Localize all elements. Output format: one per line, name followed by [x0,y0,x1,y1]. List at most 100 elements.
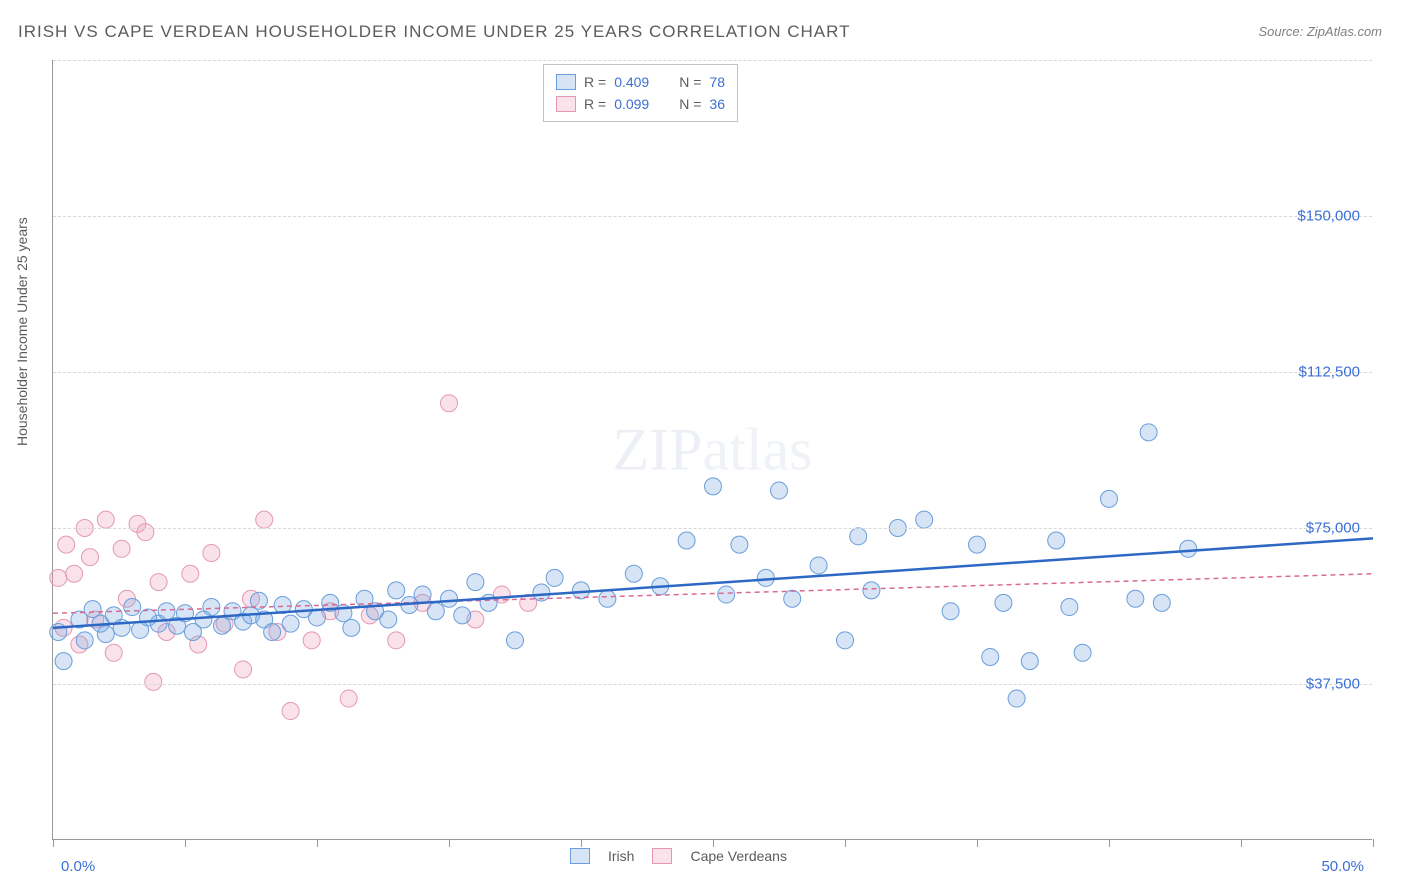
x-tick [449,839,450,847]
data-point [97,626,114,643]
gridline [53,528,1372,529]
x-tick [713,839,714,847]
n-value-irish: 78 [709,71,725,93]
legend-label-cape: Cape Verdeans [690,848,787,864]
data-point [235,661,252,678]
data-point [916,511,933,528]
x-tick [185,839,186,847]
data-point [573,582,590,599]
data-point [1061,599,1078,616]
data-point [343,619,360,636]
data-point [55,653,72,670]
trend-line [53,538,1373,627]
chart-title: IRISH VS CAPE VERDEAN HOUSEHOLDER INCOME… [18,22,851,42]
data-point [1074,644,1091,661]
data-point [546,569,563,586]
data-point [256,511,273,528]
data-point [731,536,748,553]
data-point [1048,532,1065,549]
data-point [863,582,880,599]
n-label: N = [679,93,701,115]
data-point [150,574,167,591]
series-legend: Irish Cape Verdeans [570,848,787,864]
data-point [441,590,458,607]
r-value-cape: 0.099 [614,93,649,115]
data-point [213,617,230,634]
data-point [1021,653,1038,670]
chart-svg [53,60,1372,839]
data-point [784,590,801,607]
data-point [113,540,130,557]
x-tick-label: 50.0% [1321,858,1364,875]
data-point [625,565,642,582]
n-label: N = [679,71,701,93]
legend-label-irish: Irish [608,848,634,864]
data-point [124,599,141,616]
swatch-cape [556,96,576,112]
swatch-irish [570,848,590,864]
data-point [771,482,788,499]
x-tick [53,839,54,847]
x-tick-label: 0.0% [61,858,95,875]
data-point [507,632,524,649]
data-point [388,632,405,649]
x-tick [317,839,318,847]
r-value-irish: 0.409 [614,71,649,93]
data-point [203,544,220,561]
y-tick-label: $150,000 [1297,208,1360,225]
data-point [995,594,1012,611]
data-point [66,565,83,582]
data-point [441,395,458,412]
data-point [203,599,220,616]
data-point [145,673,162,690]
data-point [705,478,722,495]
gridline [53,684,1372,685]
x-tick [1373,839,1374,847]
data-point [380,611,397,628]
data-point [137,524,154,541]
data-point [76,632,93,649]
data-point [810,557,827,574]
data-point [282,615,299,632]
stats-row-irish: R = 0.409 N = 78 [556,71,725,93]
data-point [718,586,735,603]
data-point [81,549,98,566]
data-point [282,703,299,720]
n-value-cape: 36 [709,93,725,115]
source-attribution: Source: ZipAtlas.com [1258,24,1382,39]
data-point [599,590,616,607]
r-label: R = [584,93,606,115]
data-point [303,632,320,649]
y-axis-label: Householder Income Under 25 years [14,217,30,446]
data-point [264,624,281,641]
x-tick [581,839,582,847]
data-point [158,603,175,620]
data-point [467,574,484,591]
data-point [1180,540,1197,557]
plot-area: ZIPatlas R = 0.409 N = 78 R = 0.099 N = … [52,60,1372,840]
data-point [182,565,199,582]
data-point [1101,490,1118,507]
stats-row-cape: R = 0.099 N = 36 [556,93,725,115]
swatch-irish [556,74,576,90]
x-tick [977,839,978,847]
data-point [1140,424,1157,441]
data-point [50,569,67,586]
data-point [942,603,959,620]
data-point [982,648,999,665]
data-point [388,582,405,599]
stats-legend: R = 0.409 N = 78 R = 0.099 N = 36 [543,64,738,122]
gridline [53,216,1372,217]
x-tick [1241,839,1242,847]
data-point [1153,594,1170,611]
gridline [53,60,1372,61]
data-point [1008,690,1025,707]
swatch-cape [652,848,672,864]
data-point [427,603,444,620]
gridline [53,372,1372,373]
x-tick [845,839,846,847]
data-point [969,536,986,553]
data-point [678,532,695,549]
y-tick-label: $37,500 [1306,676,1360,693]
data-point [837,632,854,649]
